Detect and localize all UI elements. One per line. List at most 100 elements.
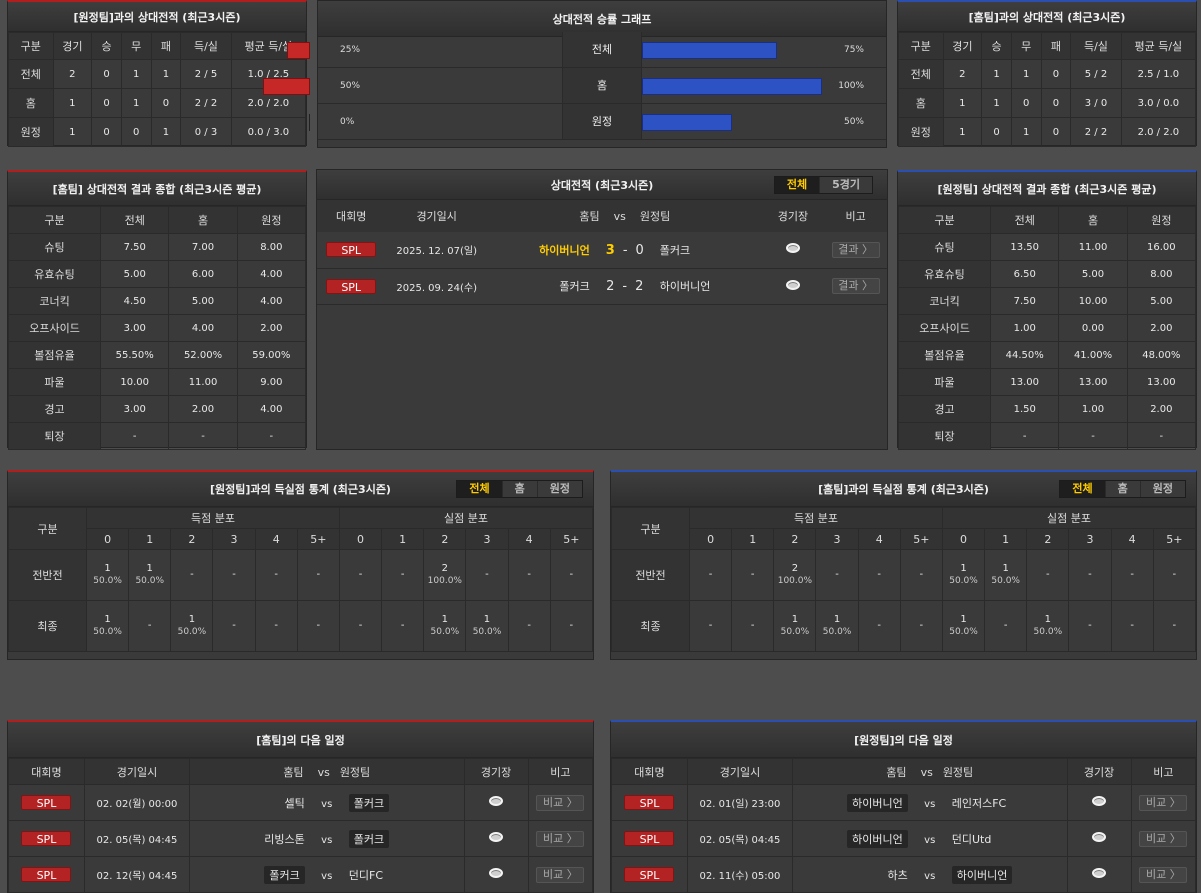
away-goals-panel: [원정팀]과의 득실점 통계 (최근3시즌) 전체 홈 원정 구분 득점 분포 실점… (7, 470, 594, 660)
cell-value: 9.00 (236, 368, 307, 396)
home-team-wrap: 리빙스톤 (195, 831, 305, 847)
tab-home[interactable]: 홈 (501, 481, 537, 497)
tab-all[interactable]: 전체 (1060, 481, 1105, 497)
away-team[interactable]: 폴커크 (659, 243, 691, 257)
cell-value: 13.00 (1058, 368, 1128, 396)
goal-cell: - (1110, 600, 1154, 652)
panel-title: [홈팀] 상대전적 결과 종합 (최근3시즌 평균) (8, 172, 306, 206)
home-team[interactable]: 하츠 (887, 868, 908, 882)
goal-percent: 50.0% (430, 627, 460, 637)
league-badge[interactable]: SPL (21, 795, 72, 810)
cell-value: 2.00 (1126, 314, 1197, 342)
home-team[interactable]: 셀틱 (284, 796, 305, 810)
away-team[interactable]: 레인저스FC (951, 796, 1007, 810)
vs-label: vs (321, 798, 333, 810)
header-row: 대회명 경기일시 홈팀 vs 원정팀 경기장 비고 (8, 758, 594, 785)
cell-value: 1 (1010, 117, 1042, 147)
away-team[interactable]: 폴커크 (348, 829, 390, 848)
goal-count: - (708, 569, 713, 580)
home-team[interactable]: 리빙스톤 (264, 832, 305, 846)
header-row: 구분 전체 홈 원정 (7, 206, 307, 234)
stadium-icon[interactable] (1092, 868, 1107, 878)
league-badge[interactable]: SPL (21, 867, 72, 882)
cell-value: 0 (1040, 59, 1072, 89)
left-bar (263, 78, 310, 95)
league-cell: SPL (8, 820, 85, 857)
compare-button[interactable]: 비교 〉 (1139, 794, 1188, 811)
row-label: 홈 (8, 88, 54, 118)
tab-away[interactable]: 원정 (1139, 481, 1185, 497)
league-badge[interactable]: SPL (326, 278, 377, 294)
goal-count-header: 2 (170, 528, 214, 550)
stadium-icon[interactable] (1092, 832, 1107, 842)
compare-button[interactable]: 비교 〉 (536, 830, 585, 847)
column-header: 패 (1040, 32, 1072, 60)
teams-cell: 폴커크 2-2 하이버니언 (488, 268, 762, 304)
compare-button[interactable]: 비교 〉 (536, 866, 585, 883)
stadium-cell (762, 268, 825, 304)
tab-home[interactable]: 홈 (1104, 481, 1140, 497)
stadium-icon[interactable] (489, 796, 504, 806)
tab-all[interactable]: 전체 (457, 481, 502, 497)
cell-value: 5.00 (1058, 260, 1128, 288)
table-row: 볼점유율 44.50% 41.00% 48.00% (897, 341, 1197, 369)
stadium-icon[interactable] (489, 868, 504, 878)
tab-away[interactable]: 원정 (536, 481, 582, 497)
result-button[interactable]: 결과 〉 (831, 241, 880, 258)
stadium-icon[interactable] (1092, 796, 1107, 806)
league-badge[interactable]: SPL (21, 831, 72, 846)
row-label: 경고 (7, 395, 102, 423)
compare-button[interactable]: 비교 〉 (1139, 830, 1188, 847)
goal-count: - (316, 620, 321, 631)
column-header: 경기장 (1066, 758, 1132, 785)
goal-count-header: 3 (815, 528, 859, 550)
gubun-header: 구분 (8, 507, 87, 550)
panel-title: 상대전적 (최근3시즌) 전체 5경기 (317, 170, 887, 200)
tab-all[interactable]: 전체 (774, 177, 820, 193)
row-label: 최종 (8, 600, 87, 652)
gubun-header: 구분 (611, 507, 690, 550)
compare-cell: 비교 〉 (527, 856, 594, 893)
away-team[interactable]: 하이버니언 (659, 280, 711, 293)
goal-percent: 50.0% (135, 576, 165, 586)
home-team[interactable]: 폴커크 (559, 280, 590, 293)
goal-count: 2 (441, 563, 449, 574)
home-team[interactable]: 하이버니언 (847, 829, 908, 848)
goal-count: - (527, 620, 531, 631)
graph-row-label: 전체 (562, 32, 642, 67)
league-badge[interactable]: SPL (624, 831, 675, 846)
goal-cell: 1 50.0% (128, 549, 172, 601)
stadium-icon[interactable] (785, 243, 800, 254)
goal-count: - (232, 620, 236, 631)
result-button[interactable]: 결과 〉 (831, 278, 880, 294)
cell-value: 59.00% (236, 341, 307, 369)
away-summary-table: 구분 전체 홈 원정 슈팅 13.50 11.00 16.00 유효슈팅 6.50 5.00 8.00… (897, 206, 1197, 450)
column-header-teams: 홈팀 vs 원정팀 (487, 200, 762, 232)
league-badge[interactable]: SPL (624, 867, 675, 882)
away-team-wrap: 레인저스FC (952, 795, 1062, 811)
league-badge[interactable]: SPL (326, 242, 377, 258)
table-row: 오프사이드 3.00 4.00 2.00 (7, 314, 307, 342)
winrate-graph: 25% 전체 75% 50% 홈 100% 0% 원정 50% (263, 32, 886, 140)
tab-5games[interactable]: 5경기 (819, 177, 872, 193)
away-team-wrap: 하이버니언 (951, 865, 1062, 884)
cell-value: 8.00 (1126, 260, 1197, 288)
compare-button[interactable]: 비교 〉 (536, 794, 585, 811)
compare-button[interactable]: 비교 〉 (1139, 866, 1188, 883)
away-team[interactable]: 폴커크 (348, 793, 390, 812)
away-team[interactable]: 던디Utd (951, 832, 992, 846)
league-badge[interactable]: SPL (624, 795, 675, 810)
stadium-icon[interactable] (489, 832, 504, 842)
scored-header: 득점 분포 (689, 507, 943, 529)
vs-label: vs (924, 870, 936, 882)
away-team[interactable]: 하이버니언 (951, 865, 1013, 884)
stadium-icon[interactable] (785, 279, 800, 290)
column-header: 경기 (942, 32, 983, 60)
away-team[interactable]: 던디FC (348, 868, 383, 882)
home-team[interactable]: 하이버니언 (539, 243, 590, 257)
row-label: 경고 (897, 395, 992, 423)
home-team[interactable]: 하이버니언 (847, 793, 908, 812)
goal-count: - (919, 620, 924, 631)
score: 3-0 (590, 243, 660, 258)
home-team[interactable]: 폴커크 (264, 865, 305, 884)
